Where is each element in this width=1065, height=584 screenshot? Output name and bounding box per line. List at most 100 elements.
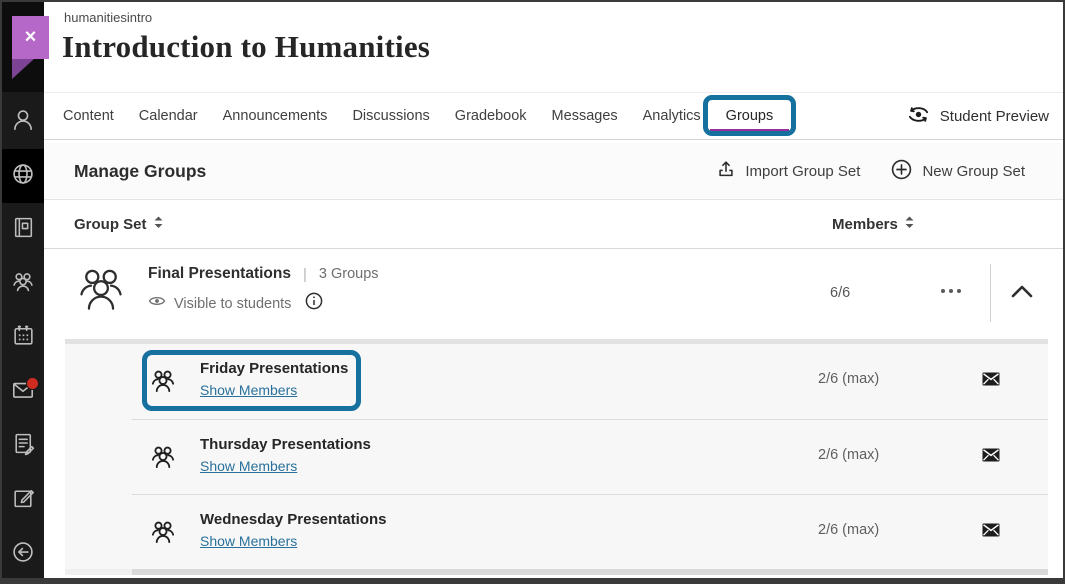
sidebar: × [2,2,49,578]
sidebar-item-grades[interactable] [2,419,44,473]
sidebar-item-sign-out[interactable] [2,527,44,578]
group-name: Friday Presentations [200,360,349,377]
manage-groups-toolbar: Manage Groups Import Group Set New Group… [44,143,1063,200]
tab-label: Analytics [642,108,701,124]
group-name: Wednesday Presentations [200,511,387,528]
institution-book-icon [11,215,36,245]
group-name: Thursday Presentations [200,436,371,453]
tab-groups[interactable]: Groups [702,93,797,139]
group-row-thursday: Thursday Presentations Show Members 2/6 … [132,419,1048,494]
column-header-group-set[interactable]: Group Set [74,200,163,248]
toolbar-actions: Import Group Set New Group Set [716,158,1025,185]
group-icon [150,368,176,401]
horizontal-scrollbar-track [65,569,1048,575]
message-group-button[interactable] [982,523,1000,542]
visibility-label: Visible to students [174,295,292,312]
group-text: Thursday Presentations Show Members [200,436,371,476]
grades-document-icon [11,431,36,461]
group-set-name[interactable]: Final Presentations [148,265,291,282]
sidebar-item-community[interactable] [2,257,44,311]
tab-label: Content [63,108,114,124]
table-header: Group Set Members [44,200,1063,249]
logo-ribbon-fold [12,59,34,79]
group-set-icon [76,264,126,323]
show-members-link[interactable]: Show Members [200,458,298,474]
eye-icon [148,294,166,313]
new-group-set-label: New Group Set [922,162,1025,180]
close-panel-button[interactable]: × [12,16,49,59]
tab-label: Gradebook [454,108,527,124]
sidebar-item-messages[interactable] [2,365,44,419]
sidebar-item-tools[interactable] [2,473,44,527]
tab-gradebook[interactable]: Gradebook [454,93,528,139]
groups-list: Friday Presentations Show Members 2/6 (m… [65,344,1048,569]
group-count: 3 Groups [318,266,379,282]
new-group-set-button[interactable]: New Group Set [890,158,1025,185]
globe-icon [10,161,36,192]
section-divider [65,339,1048,344]
tab-label: Messages [551,108,618,124]
tab-content[interactable]: Content [62,93,115,139]
tab-label: Announcements [222,108,328,124]
column-label: Group Set [74,215,147,233]
message-group-button[interactable] [982,372,1000,391]
group-set-row: Final Presentations | 3 Groups Visible t… [44,249,1063,339]
divider-line [990,264,991,322]
show-members-link[interactable]: Show Members [200,533,298,549]
upload-icon [716,159,736,183]
student-preview-icon [906,102,931,131]
group-row-wednesday: Wednesday Presentations Show Members 2/6… [132,494,1048,569]
tab-announcements[interactable]: Announcements [222,93,329,139]
group-text: Friday Presentations Show Members [200,360,348,400]
tab-discussions[interactable]: Discussions [351,93,430,139]
section-title: Manage Groups [74,160,207,181]
tab-label: Calendar [138,108,198,124]
sidebar-item-institution[interactable] [2,203,44,257]
import-group-set-button[interactable]: Import Group Set [716,158,860,185]
horizontal-scrollbar-thumb[interactable] [132,569,1048,575]
tab-label: Groups [725,108,774,124]
page-title: Introduction to Humanities [62,29,431,64]
column-header-members[interactable]: Members [832,200,914,248]
tab-label: Discussions [352,108,430,124]
sidebar-item-activity[interactable] [2,149,44,203]
course-nav: Content Calendar Announcements Discussio… [44,92,1063,140]
tab-analytics[interactable]: Analytics [642,93,702,139]
sign-out-icon [10,539,36,570]
message-group-button[interactable] [982,448,1000,467]
group-icon [150,519,176,552]
group-set-member-count: 6/6 [830,285,851,301]
sort-icon [905,216,914,233]
group-member-count: 2/6 (max) [818,522,880,538]
info-icon[interactable] [305,292,323,315]
profile-icon [10,107,36,138]
column-label: Members [832,215,898,233]
sidebar-item-profile[interactable] [2,95,44,149]
group-member-count: 2/6 (max) [818,447,880,463]
import-group-set-label: Import Group Set [745,162,861,180]
sidebar-item-calendar[interactable] [2,311,44,365]
student-preview-button[interactable]: Student Preview [906,93,1049,139]
student-preview-label: Student Preview [939,107,1049,125]
course-id: humanitiesintro [64,10,153,25]
tab-calendar[interactable]: Calendar [138,93,199,139]
calendar-icon [11,323,36,353]
show-members-link[interactable]: Show Members [200,382,298,398]
compose-icon [11,485,36,515]
plus-circle-icon [890,158,913,185]
group-text: Wednesday Presentations Show Members [200,511,386,551]
group-member-count: 2/6 (max) [818,371,880,387]
collapse-chevron-button[interactable] [1006,279,1038,308]
more-options-button[interactable] [937,285,965,297]
group-set-visibility-line: Visible to students [148,292,323,315]
divider: | [302,265,307,283]
close-icon: × [24,26,37,48]
group-row-friday: Friday Presentations Show Members 2/6 (m… [65,344,1048,419]
sort-icon [154,216,163,233]
tab-messages[interactable]: Messages [551,93,619,139]
group-icon [150,444,176,477]
sidebar-nav [2,95,44,578]
active-tab-indicator [709,129,790,134]
group-set-title-line: Final Presentations | 3 Groups [148,265,379,283]
